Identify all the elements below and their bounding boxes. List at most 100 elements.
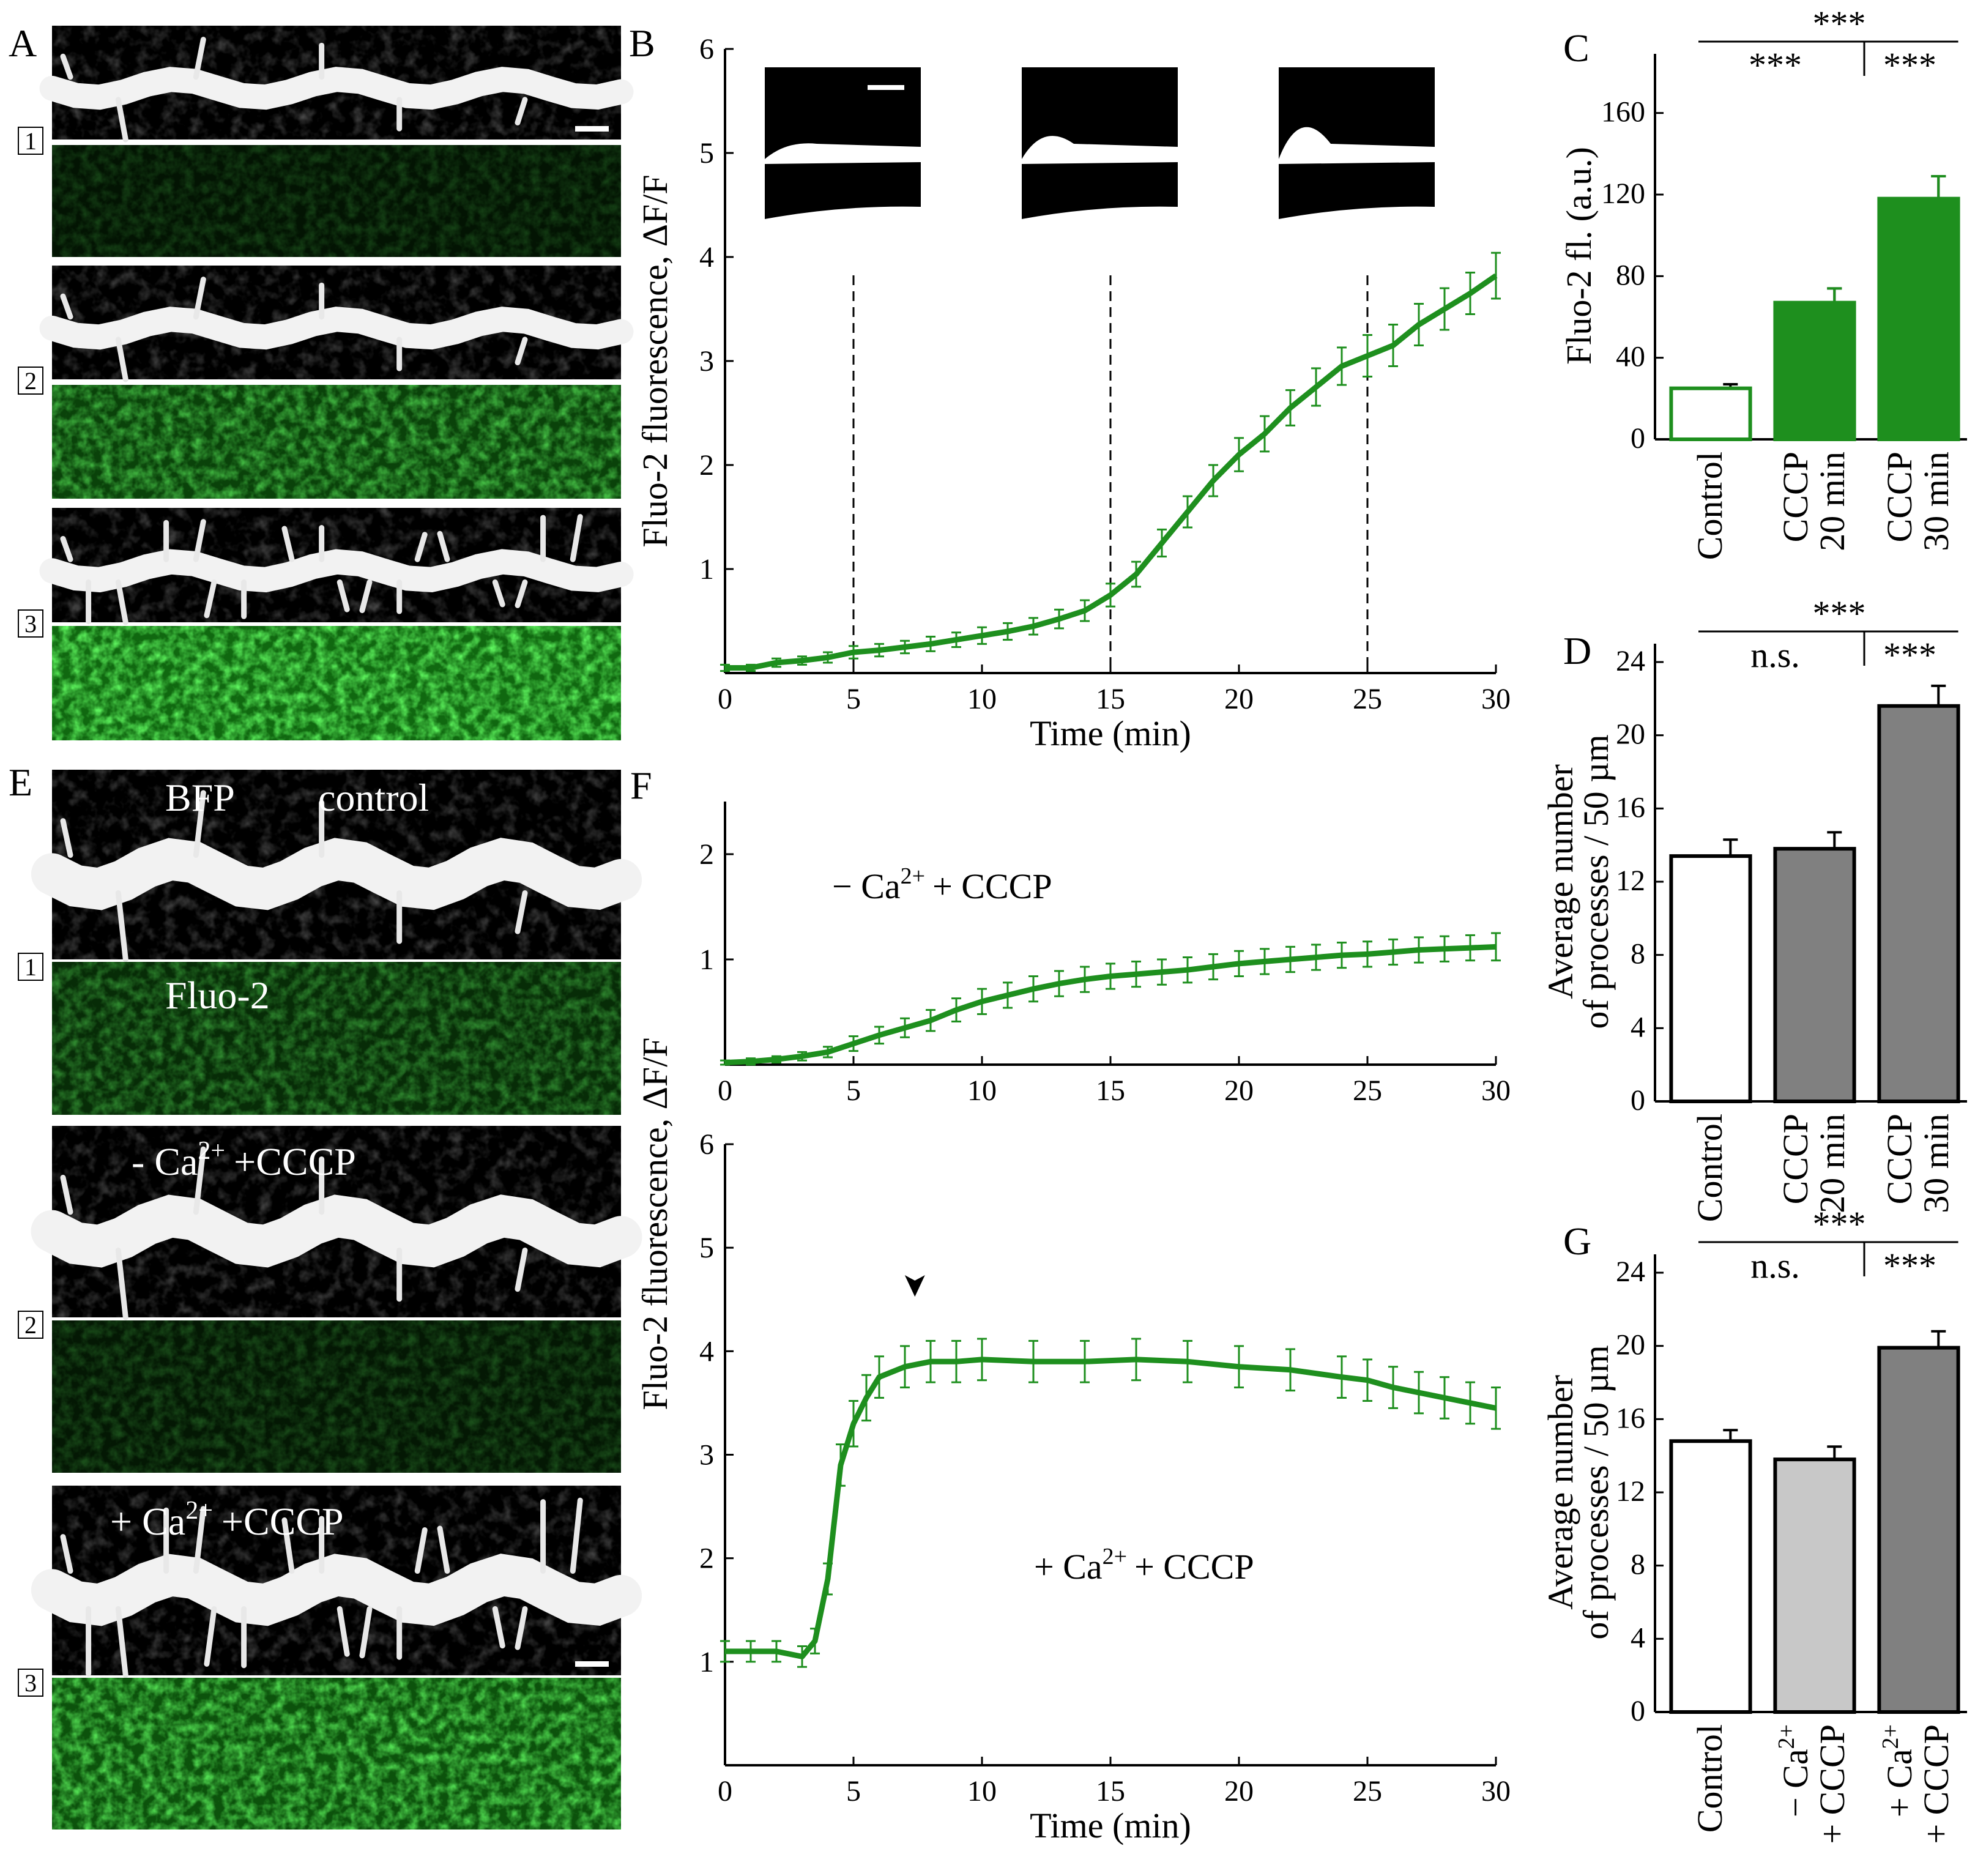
panel-a-dendrite-2-spine <box>515 337 528 365</box>
D-category-text: 30 min <box>1916 1114 1956 1213</box>
panel-e-row-number-1-box <box>18 953 43 981</box>
D-category-label: 20 min <box>1812 1114 1852 1213</box>
G-category-sup: 2+ <box>1878 1724 1903 1749</box>
panel-letter-c: C <box>1563 26 1590 70</box>
panel-a-dendrite-1-spine <box>60 53 73 80</box>
panel-a-dendrite-3-spine <box>437 530 450 562</box>
plus-ca-cccp-label: + Ca2+ +CCCP <box>110 1497 344 1543</box>
B-x-tick-label: 15 <box>1096 683 1125 715</box>
F_top-x-tick-label: 5 <box>846 1074 861 1107</box>
panel-b-y-label: Fluo-2 fluorescence, ΔF/F <box>635 174 675 547</box>
panel-b-inset-shape <box>1022 67 1178 159</box>
panel-e-dendrite-2-spine <box>193 1146 206 1215</box>
F_top-x-tick-label: 25 <box>1353 1074 1382 1107</box>
panel-letter-b: B <box>629 21 655 65</box>
G-bar <box>1773 1457 1856 1714</box>
panel-e-row-number-2: 2 <box>24 1311 37 1339</box>
fluo2-label: Fluo-2 <box>165 973 270 1017</box>
G-bar <box>1877 1346 1960 1714</box>
F_top-y-tick-label: 1 <box>699 944 714 976</box>
panel-a-row-number-1: 1 <box>24 127 37 155</box>
panel-e-dendrite-3-spine <box>359 1606 373 1659</box>
D-y-tick-label: 0 <box>1631 1084 1645 1117</box>
f-top-condition-part: 2+ <box>901 863 925 889</box>
control-label: control <box>318 776 429 819</box>
G-category-label: + Ca2+ <box>1878 1724 1919 1817</box>
panel-e-dendrite-3-spine <box>492 1606 505 1649</box>
f-bottom-condition-label: + Ca2+ + CCCP <box>1034 1544 1254 1587</box>
F_top-x-tick-label: 15 <box>1096 1074 1125 1107</box>
panel-a-fluo-3-texture <box>52 626 621 740</box>
panel-a-dendrite-3-spine <box>115 579 128 625</box>
scale-bar <box>575 126 609 132</box>
B-y-tick-label: 2 <box>699 449 714 482</box>
panel-b-chart: B 0 5 10 15 20 25 30 1 2 3 4 5 6 Time (min) Fluo-2 flu… <box>629 21 1511 753</box>
D-bar <box>1877 704 1960 1104</box>
bfp-label: BFP <box>165 776 235 819</box>
D-bar <box>1669 854 1752 1104</box>
D-category-text: CCCP <box>1776 1114 1815 1204</box>
C-category-label: 20 min <box>1812 452 1852 551</box>
panel-b-inset-dendrite <box>1022 136 1178 164</box>
F_bottom-x-tick-label: 10 <box>967 1775 997 1807</box>
G-y-label: Average number <box>1541 1375 1580 1610</box>
B-series-line <box>725 273 1498 671</box>
C-category-text: Control <box>1690 452 1730 560</box>
C-category-label: Control <box>1690 452 1730 560</box>
F_bottom-y-tick-label: 1 <box>699 1646 714 1678</box>
f-top-condition-label: − Ca2+ + CCCP <box>832 863 1052 906</box>
panel-a-dendrite-3-spine <box>337 579 350 612</box>
G-y-tick-label: 16 <box>1616 1402 1645 1434</box>
C-bar <box>1773 300 1856 441</box>
G-category-label: − Ca2+ <box>1774 1724 1815 1817</box>
B-y-tick-label: 1 <box>699 553 714 586</box>
panel-e-row-number-2-box <box>18 1311 43 1339</box>
panel-a-dendrite-3-spine <box>492 579 505 608</box>
panel-a-dendrite-2-spine <box>115 337 128 382</box>
D-sig-right: *** <box>1883 635 1936 675</box>
panel-b-inset-dendrite <box>765 206 921 229</box>
F_bottom-y-tick-label: 5 <box>699 1232 714 1264</box>
C-y-tick-label: 80 <box>1616 259 1645 291</box>
panel-a-dendrite-3-spine <box>204 579 217 619</box>
panel-b-inset-dendrite <box>1279 206 1435 229</box>
panel-a-row-number-1-box <box>18 127 43 155</box>
D-y-tick-label: 24 <box>1616 645 1645 677</box>
G-sig-left: n.s. <box>1750 1246 1800 1286</box>
panel-letter-e: E <box>9 761 32 804</box>
panel-a-dendrite-3-spine <box>359 579 373 614</box>
panel-e-dendrite-3-spine <box>115 1606 128 1678</box>
C-category-text: 20 min <box>1812 452 1852 551</box>
panel-e-dendrite-3-spine <box>414 1527 428 1574</box>
G-category-text: Control <box>1690 1724 1730 1833</box>
B-x-tick-label: 0 <box>718 683 732 715</box>
G-y-tick-label: 0 <box>1631 1695 1645 1727</box>
panel-e-dendrite-3-dendrite-shaft <box>31 1554 642 1626</box>
F_bottom-x-tick-label: 5 <box>846 1775 861 1807</box>
G-category-sup: 2+ <box>1774 1724 1799 1749</box>
D-y-tick-label: 20 <box>1616 718 1645 751</box>
panel-a: A 1 2 3 <box>9 21 634 740</box>
panel-e-dendrite-3-spine <box>60 1534 73 1574</box>
panel-e: E 1 2 3 BFP control Fluo-2 - Ca2+ +CCCP + C… <box>9 761 642 1829</box>
B-x-tick-label: 10 <box>967 683 997 715</box>
panel-b-inset-dendrite <box>1279 127 1435 164</box>
arrowhead-marker: ➤ <box>898 1271 932 1298</box>
C-category-label: CCCP <box>1776 452 1815 542</box>
panel-e-dendrite-3-spine <box>204 1606 217 1667</box>
G-bar <box>1669 1439 1752 1714</box>
G-y-tick-label: 8 <box>1631 1549 1645 1581</box>
panel-e-dendrite-2-dendrite-shaft <box>31 1194 642 1268</box>
panel-a-dendrite-3-spine <box>60 535 73 562</box>
panel-a-images: 1 2 3 <box>18 26 634 740</box>
F_top-y-tick-label: 2 <box>699 838 714 871</box>
f-top-condition-part: − Ca <box>832 866 901 906</box>
D-sig-left: n.s. <box>1750 635 1800 675</box>
C-sig-top: *** <box>1813 4 1866 43</box>
panel-e-dendrite-2-spine <box>115 1247 128 1320</box>
